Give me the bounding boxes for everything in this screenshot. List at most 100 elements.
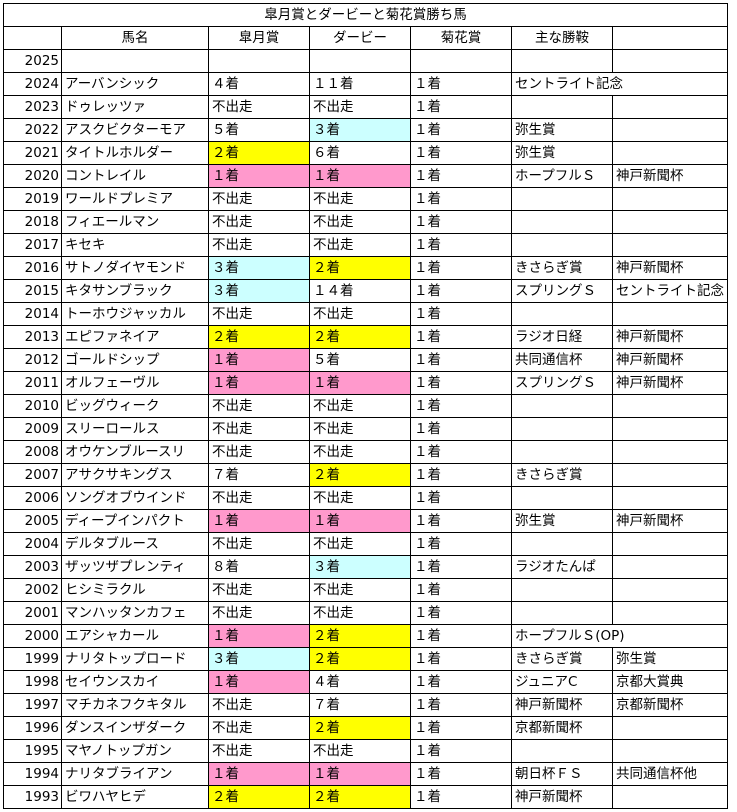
kikka-cell[interactable]: １着 (410, 532, 512, 556)
header-horse-name[interactable]: 馬名 (61, 26, 209, 50)
main-win-cell[interactable]: きさらぎ賞 (511, 647, 613, 671)
derby-cell[interactable]: ２着 (309, 716, 411, 740)
year-cell[interactable]: 2001 (3, 601, 62, 625)
main-win-cell[interactable] (511, 601, 613, 625)
year-cell[interactable]: 2008 (3, 440, 62, 464)
main-win-2-cell[interactable] (612, 555, 728, 579)
satsuki-cell[interactable]: 不出走 (208, 302, 310, 326)
main-win-2-cell[interactable]: 京都新聞杯 (612, 693, 728, 717)
main-win-cell[interactable]: ラジオ日経 (511, 325, 613, 349)
main-win-cell[interactable]: きさらぎ賞 (511, 463, 613, 487)
satsuki-cell[interactable]: 不出走 (208, 486, 310, 510)
horse-name-cell[interactable]: ナリタトップロード (61, 647, 209, 671)
kikka-cell[interactable]: １着 (410, 302, 512, 326)
horse-name-cell[interactable]: タイトルホルダー (61, 141, 209, 165)
derby-cell[interactable]: ７着 (309, 693, 411, 717)
kikka-cell[interactable]: １着 (410, 233, 512, 257)
kikka-cell[interactable]: １着 (410, 463, 512, 487)
derby-cell[interactable]: 不出走 (309, 532, 411, 556)
year-cell[interactable]: 2000 (3, 624, 62, 648)
satsuki-cell[interactable]: 不出走 (208, 210, 310, 234)
derby-cell[interactable]: 不出走 (309, 486, 411, 510)
derby-cell[interactable]: 不出走 (309, 95, 411, 119)
satsuki-cell[interactable]: １着 (208, 164, 310, 188)
satsuki-cell[interactable]: 不出走 (208, 417, 310, 441)
satsuki-cell[interactable]: ２着 (208, 785, 310, 809)
satsuki-cell[interactable]: 不出走 (208, 440, 310, 464)
horse-name-cell[interactable]: マチカネフクキタル (61, 693, 209, 717)
satsuki-cell[interactable]: 不出走 (208, 601, 310, 625)
satsuki-cell[interactable]: １着 (208, 624, 310, 648)
horse-name-cell[interactable]: スリーロールス (61, 417, 209, 441)
kikka-cell[interactable]: １着 (410, 210, 512, 234)
horse-name-cell[interactable]: ソングオブウインド (61, 486, 209, 510)
kikka-cell[interactable] (410, 49, 512, 73)
main-win-2-cell[interactable] (612, 417, 728, 441)
derby-cell[interactable]: ２着 (309, 785, 411, 809)
main-win-cell[interactable] (511, 440, 613, 464)
horse-name-cell[interactable]: ザッツザプレンティ (61, 555, 209, 579)
year-cell[interactable]: 2015 (3, 279, 62, 303)
main-win-cell[interactable]: 弥生賞 (511, 118, 613, 142)
year-cell[interactable]: 2002 (3, 578, 62, 602)
derby-cell[interactable]: ２着 (309, 624, 411, 648)
main-win-2-cell[interactable] (612, 187, 728, 211)
kikka-cell[interactable]: １着 (410, 371, 512, 395)
derby-cell[interactable]: ３着 (309, 555, 411, 579)
year-cell[interactable]: 2016 (3, 256, 62, 280)
kikka-cell[interactable]: １着 (410, 739, 512, 763)
satsuki-cell[interactable]: １着 (208, 371, 310, 395)
derby-cell[interactable]: 不出走 (309, 578, 411, 602)
year-cell[interactable]: 2020 (3, 164, 62, 188)
derby-cell[interactable]: 不出走 (309, 739, 411, 763)
kikka-cell[interactable]: １着 (410, 509, 512, 533)
horse-name-cell[interactable]: ダンスインザダーク (61, 716, 209, 740)
main-win-2-cell[interactable]: 京都大賞典 (612, 670, 728, 694)
kikka-cell[interactable]: １着 (410, 325, 512, 349)
horse-name-cell[interactable]: サトノダイヤモンド (61, 256, 209, 280)
horse-name-cell[interactable]: ビワハヤヒデ (61, 785, 209, 809)
header-kikka[interactable]: 菊花賞 (410, 26, 512, 50)
derby-cell[interactable]: ４着 (309, 670, 411, 694)
main-win-cell[interactable]: 神戸新聞杯 (511, 693, 613, 717)
horse-name-cell[interactable]: マンハッタンカフェ (61, 601, 209, 625)
satsuki-cell[interactable]: ３着 (208, 279, 310, 303)
main-win-2-cell[interactable] (612, 118, 728, 142)
derby-cell[interactable]: ２着 (309, 463, 411, 487)
main-win-cell[interactable]: スプリングＳ (511, 279, 613, 303)
horse-name-cell[interactable]: ビッグウィーク (61, 394, 209, 418)
horse-name-cell[interactable]: ワールドプレミア (61, 187, 209, 211)
main-win-cell[interactable] (511, 417, 613, 441)
year-cell[interactable]: 2021 (3, 141, 62, 165)
main-win-cell[interactable]: セントライト記念 (511, 72, 728, 96)
main-win-2-cell[interactable] (612, 785, 728, 809)
derby-cell[interactable]: １４着 (309, 279, 411, 303)
horse-name-cell[interactable]: キタサンブラック (61, 279, 209, 303)
derby-cell[interactable]: 不出走 (309, 233, 411, 257)
main-win-cell[interactable] (511, 233, 613, 257)
horse-name-cell[interactable]: ドゥレッツァ (61, 95, 209, 119)
main-win-2-cell[interactable] (612, 394, 728, 418)
year-cell[interactable]: 2007 (3, 463, 62, 487)
horse-name-cell[interactable]: ナリタブライアン (61, 762, 209, 786)
year-cell[interactable]: 1995 (3, 739, 62, 763)
kikka-cell[interactable]: １着 (410, 141, 512, 165)
year-cell[interactable]: 2010 (3, 394, 62, 418)
kikka-cell[interactable]: １着 (410, 118, 512, 142)
main-win-2-cell[interactable]: 神戸新聞杯 (612, 371, 728, 395)
year-cell[interactable]: 2025 (3, 49, 62, 73)
kikka-cell[interactable]: １着 (410, 279, 512, 303)
kikka-cell[interactable]: １着 (410, 601, 512, 625)
kikka-cell[interactable]: １着 (410, 578, 512, 602)
horse-name-cell[interactable]: フィエールマン (61, 210, 209, 234)
year-cell[interactable]: 1993 (3, 785, 62, 809)
main-win-2-cell[interactable] (612, 302, 728, 326)
main-win-2-cell[interactable]: セントライト記念 (612, 279, 728, 303)
main-win-2-cell[interactable]: 弥生賞 (612, 647, 728, 671)
main-win-cell[interactable]: 京都新聞杯 (511, 716, 613, 740)
derby-cell[interactable]: １着 (309, 371, 411, 395)
kikka-cell[interactable]: １着 (410, 72, 512, 96)
kikka-cell[interactable]: １着 (410, 417, 512, 441)
year-cell[interactable]: 2012 (3, 348, 62, 372)
derby-cell[interactable]: ６着 (309, 141, 411, 165)
